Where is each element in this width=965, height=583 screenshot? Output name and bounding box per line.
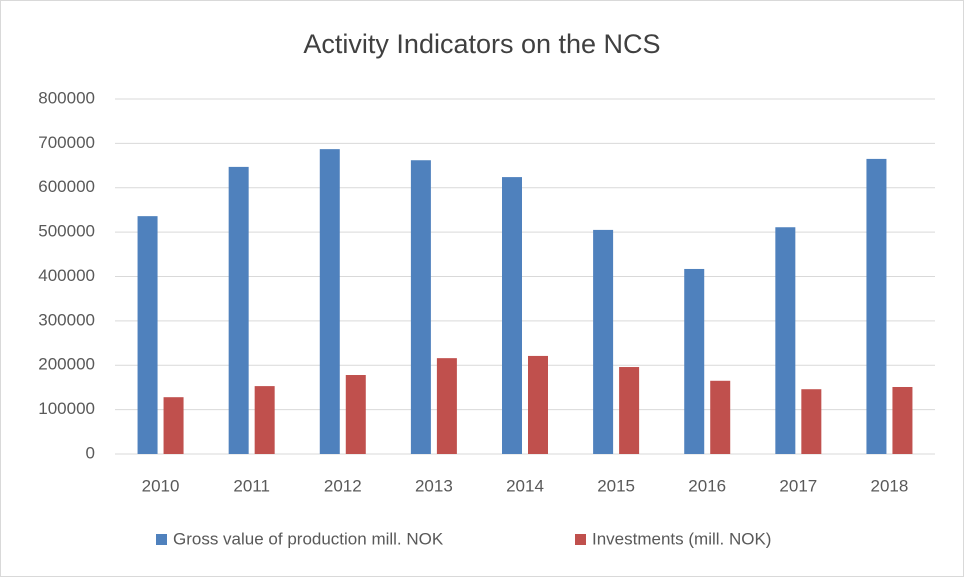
y-tick-label: 200000 bbox=[38, 355, 95, 374]
x-tick-label: 2010 bbox=[142, 476, 180, 495]
bar bbox=[137, 216, 158, 454]
bar bbox=[319, 149, 340, 455]
bar bbox=[710, 380, 731, 454]
legend-label: Investments (mill. NOK) bbox=[592, 529, 771, 548]
bar bbox=[410, 160, 431, 455]
bar bbox=[593, 229, 614, 454]
y-tick-label: 300000 bbox=[38, 310, 95, 329]
y-tick-label: 800000 bbox=[38, 88, 95, 107]
chart-title: Activity Indicators on the NCS bbox=[303, 29, 660, 59]
bar bbox=[528, 355, 548, 454]
x-tick-label: 2012 bbox=[324, 476, 362, 495]
bar bbox=[345, 375, 366, 454]
bar bbox=[228, 166, 249, 455]
x-tick-label: 2016 bbox=[688, 476, 726, 495]
legend-label: Gross value of production mill. NOK bbox=[173, 529, 444, 548]
y-tick-label: 700000 bbox=[38, 133, 95, 152]
y-tick-label: 0 bbox=[86, 443, 95, 462]
bar bbox=[775, 227, 796, 454]
bar bbox=[163, 397, 184, 454]
legend-swatch bbox=[575, 534, 586, 545]
bar bbox=[892, 386, 913, 454]
bar bbox=[801, 389, 822, 454]
x-tick-label: 2017 bbox=[779, 476, 817, 495]
y-tick-label: 600000 bbox=[38, 177, 95, 196]
bar bbox=[502, 177, 522, 454]
y-tick-label: 500000 bbox=[38, 222, 95, 241]
y-tick-label: 400000 bbox=[38, 266, 95, 285]
bar bbox=[619, 367, 640, 454]
x-tick-label: 2015 bbox=[597, 476, 635, 495]
bar bbox=[436, 358, 457, 454]
bar bbox=[254, 386, 275, 454]
x-tick-label: 2018 bbox=[871, 476, 909, 495]
x-tick-label: 2011 bbox=[233, 476, 270, 495]
bar bbox=[866, 158, 887, 454]
bar bbox=[684, 268, 705, 454]
y-tick-label: 100000 bbox=[38, 399, 95, 418]
x-tick-label: 2014 bbox=[506, 476, 544, 495]
x-tick-label: 2013 bbox=[415, 476, 453, 495]
legend-swatch bbox=[156, 534, 167, 545]
